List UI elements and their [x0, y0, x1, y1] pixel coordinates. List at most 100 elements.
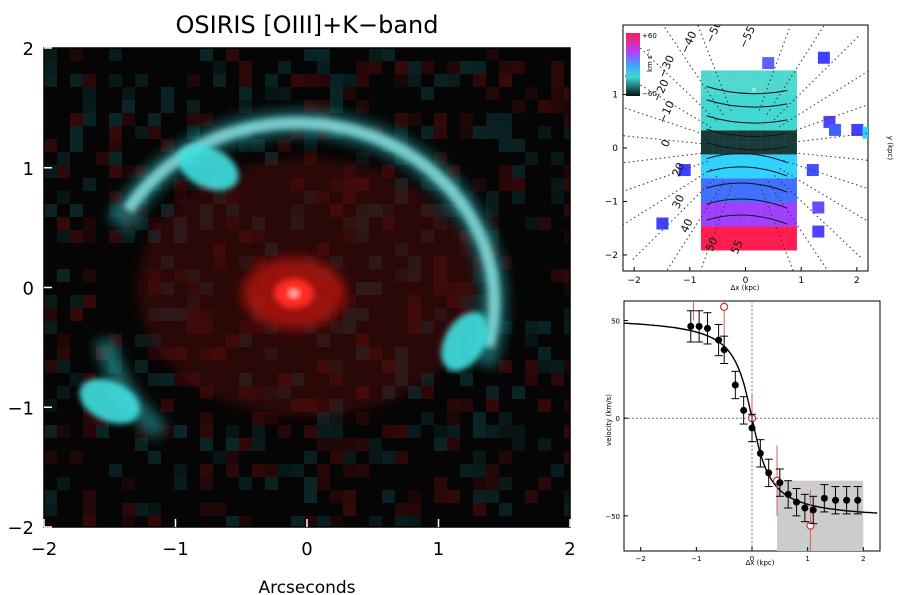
noise-pixel	[252, 464, 265, 477]
noise-pixel	[83, 269, 96, 282]
noise-pixel	[174, 178, 187, 191]
noise-pixel	[122, 516, 135, 527]
velocity-contour	[706, 142, 788, 151]
noise-pixel	[486, 464, 499, 477]
filled-data-point	[695, 322, 703, 330]
noise-pixel	[304, 100, 317, 113]
noise-pixel	[239, 438, 252, 451]
noise-pixel	[356, 438, 369, 451]
open-data-point	[692, 301, 695, 302]
noise-pixel	[512, 165, 525, 178]
contour-label: 0	[658, 137, 673, 149]
filled-data-point	[715, 336, 723, 344]
velocity-pixel	[748, 82, 761, 95]
model-contour-right	[785, 151, 868, 161]
velocity-pixel	[736, 106, 749, 119]
panel-c-ylabel: velocity (km/s)	[605, 394, 613, 446]
noise-pixel	[512, 438, 525, 451]
oiii-knot	[178, 145, 239, 191]
noise-pixel	[57, 269, 70, 282]
oiii-knot	[79, 378, 140, 424]
noise-pixel	[122, 113, 135, 126]
noise-pixel	[486, 386, 499, 399]
noise-pixel	[499, 139, 512, 152]
velocity-pixel-isolated	[829, 123, 842, 136]
panel-a-title: OSIRIS [OIII]+K−band	[175, 11, 438, 39]
noise-pixel	[512, 386, 525, 399]
noise-pixel	[252, 412, 265, 425]
noise-pixel	[200, 412, 213, 425]
noise-pixel	[44, 308, 57, 321]
panel-a-xtick-label: 2	[564, 539, 575, 560]
noise-pixel	[187, 100, 200, 113]
open-data-point	[720, 302, 729, 311]
noise-pixel	[304, 48, 317, 61]
noise-pixel	[304, 425, 317, 438]
noise-pixel	[525, 334, 538, 347]
noise-pixel	[239, 100, 252, 113]
model-contour-left	[699, 185, 733, 271]
panel-a-xlabel: Arcseconds	[258, 578, 355, 595]
noise-pixel	[356, 61, 369, 74]
noise-pixel	[512, 178, 525, 191]
noise-pixel	[564, 204, 570, 217]
velocity-pixel	[712, 82, 725, 95]
noise-pixel	[538, 126, 551, 139]
noise-pixel	[148, 347, 161, 360]
velocity-pixel	[784, 106, 797, 119]
noise-pixel	[226, 516, 239, 527]
model-contour-right	[758, 25, 792, 111]
noise-pixel	[304, 139, 317, 152]
noise-pixel	[70, 126, 83, 139]
model-contour-right	[766, 25, 826, 115]
velocity-pixel	[700, 106, 713, 119]
velocity-pixel	[736, 226, 749, 239]
velocity-pixel	[748, 202, 761, 215]
noise-pixel	[356, 74, 369, 87]
noise-pixel	[317, 48, 330, 61]
noise-pixel	[44, 74, 57, 87]
velocity-pixel	[760, 238, 773, 251]
noise-pixel	[512, 191, 525, 204]
noise-pixel	[538, 217, 551, 230]
velocity-pixel	[748, 238, 761, 251]
noise-pixel	[174, 425, 187, 438]
noise-pixel	[252, 438, 265, 451]
noise-pixel	[148, 373, 161, 386]
noise-pixel	[512, 425, 525, 438]
model-contour-right	[759, 185, 794, 271]
model-contour-left	[623, 152, 706, 164]
noise-pixel	[44, 399, 57, 412]
filled-data-point	[801, 504, 809, 512]
noise-pixel	[460, 373, 473, 386]
colorbar-max-label: +60	[642, 32, 657, 40]
velocity-pixel	[760, 166, 773, 179]
panel-b-xtick-label: 1	[798, 276, 804, 286]
noise-pixel	[317, 438, 330, 451]
noise-pixel	[343, 74, 356, 87]
noise-pixel	[460, 464, 473, 477]
noise-pixel	[109, 139, 122, 152]
noise-pixel	[525, 373, 538, 386]
noise-pixel	[395, 61, 408, 74]
velocity-pixel	[736, 154, 749, 167]
velocity-pixel	[772, 70, 785, 83]
velocity-pixel	[700, 238, 713, 251]
noise-pixel	[148, 451, 161, 464]
velocity-pixel	[784, 178, 797, 191]
noise-pixel	[83, 178, 96, 191]
noise-pixel	[525, 490, 538, 503]
velocity-pixel	[784, 190, 797, 203]
noise-pixel	[200, 425, 213, 438]
noise-pixel	[174, 477, 187, 490]
noise-pixel	[148, 126, 161, 139]
noise-pixel	[213, 451, 226, 464]
velocity-pixel	[712, 142, 725, 155]
velocity-pixel	[772, 154, 785, 167]
noise-pixel	[551, 360, 564, 373]
velocity-pixel	[736, 142, 749, 155]
velocity-pixel	[760, 178, 773, 191]
noise-pixel	[44, 360, 57, 373]
noise-pixel	[382, 490, 395, 503]
noise-pixel	[83, 425, 96, 438]
